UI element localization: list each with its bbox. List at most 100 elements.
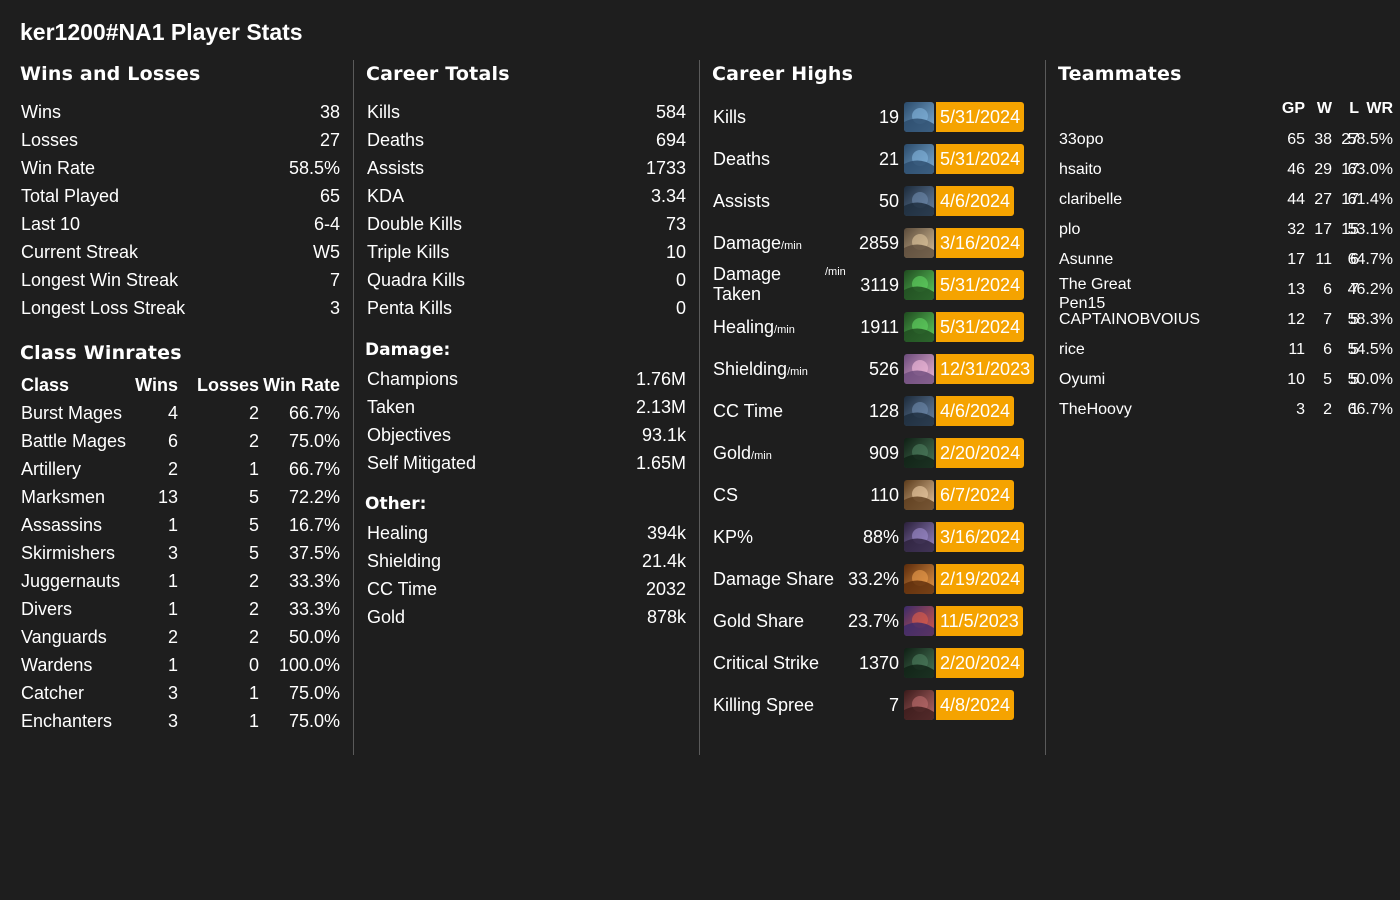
stat-value: 878k — [646, 607, 686, 627]
champion-portrait-green-dark-icon — [904, 648, 934, 678]
career-highs-heading: Career Highs — [712, 63, 854, 85]
teammate-wins: 6 — [1323, 341, 1332, 358]
class-name: Enchanters — [21, 711, 113, 731]
stat-value: 584 — [655, 102, 686, 122]
stat-label: Longest Win Streak — [21, 270, 179, 290]
stat-value: 58.5% — [288, 158, 340, 178]
career-high-label: KP% — [713, 524, 753, 550]
stat-row: CC Time 2032 — [366, 575, 686, 603]
career-high-row: CS 110 6/7/2024 — [712, 478, 1034, 512]
teammate-wins: 6 — [1323, 281, 1332, 298]
teammate-games-played: 13 — [1287, 281, 1305, 298]
career-high-label-text: Critical Strike — [713, 653, 820, 673]
class-losses: 2 — [248, 431, 259, 451]
stat-value: 21.4k — [641, 551, 686, 571]
champion-portrait-violet-icon — [904, 522, 934, 552]
stat-value: W5 — [313, 242, 340, 262]
teammate-losses: 6 — [1350, 251, 1359, 268]
teammate-wins: 38 — [1314, 131, 1332, 148]
stat-row: Champions 1.76M — [366, 365, 686, 393]
class-losses: 1 — [248, 711, 259, 731]
career-totals-column: Career Totals Kills 584 Deaths 694 Assists 17… — [354, 60, 700, 755]
career-high-row: Healing/min 1911 5/31/2024 — [712, 310, 1034, 344]
stat-row: Losses 27 — [20, 126, 340, 154]
career-high-label-text: Gold Share — [713, 611, 805, 631]
page-title: ker1200#NA1 Player Stats — [20, 19, 303, 45]
stat-row: Objectives 93.1k — [366, 421, 686, 449]
per-minute-suffix: /min — [825, 266, 846, 278]
stat-label: Triple Kills — [367, 242, 450, 262]
class-losses: 5 — [248, 487, 259, 507]
class-wins: 3 — [167, 683, 178, 703]
table-row: Catcher 3 1 75.0% — [20, 679, 340, 707]
stat-value: 3 — [329, 298, 340, 318]
class-win-rate: 37.5% — [288, 543, 340, 563]
teammate-row: TheHoovy 3 2 1 66.7% — [1058, 395, 1393, 425]
table-row: Divers 1 2 33.3% — [20, 595, 340, 623]
stat-value: 1.76M — [635, 369, 686, 389]
teammate-games-played: 12 — [1287, 311, 1305, 328]
class-win-rate: 75.0% — [288, 431, 340, 451]
table-row: Wardens 1 0 100.0% — [20, 651, 340, 679]
career-high-value: 88% — [862, 527, 899, 547]
career-high-row: Critical Strike 1370 2/20/2024 — [712, 646, 1034, 680]
class-losses: 2 — [248, 403, 259, 423]
teammate-games-played: 44 — [1287, 191, 1305, 208]
champion-portrait-pink-icon — [904, 354, 934, 384]
class-win-rate: 33.3% — [288, 599, 340, 619]
class-wins: 13 — [157, 487, 178, 507]
career-highs-column: Career Highs Kills 19 5/31/2024 Deaths 21 5/3… — [700, 60, 1046, 755]
stat-value: 394k — [646, 523, 686, 543]
stat-label: Kills — [367, 102, 401, 122]
career-high-label: CC Time — [713, 398, 783, 424]
career-high-value: 1370 — [858, 653, 899, 673]
career-high-date-badge: 2/20/2024 — [936, 648, 1025, 678]
teammate-losses: 27 — [1341, 131, 1359, 148]
career-high-label-text: Kills — [713, 107, 747, 127]
career-high-label: Shielding/min — [713, 356, 808, 385]
class-losses: 5 — [248, 515, 259, 535]
class-win-rate: 16.7% — [288, 515, 340, 535]
wins-losses-heading: Wins and Losses — [20, 63, 201, 85]
class-name: Vanguards — [21, 627, 107, 647]
stat-row: Assists 1733 — [366, 154, 686, 182]
champion-portrait-dark-icon — [904, 186, 934, 216]
career-high-date-badge: 5/31/2024 — [936, 270, 1025, 300]
stat-value: 10 — [665, 242, 686, 262]
career-high-row: Kills 19 5/31/2024 — [712, 100, 1034, 134]
champion-portrait-crimson-icon — [904, 690, 934, 720]
career-high-label-text: Deaths — [713, 149, 771, 169]
stat-label: KDA — [367, 186, 405, 206]
class-wins: 1 — [167, 571, 178, 591]
career-high-label-text: Gold — [713, 443, 752, 463]
teammate-win-rate: 50.0% — [1347, 371, 1393, 388]
class-wins: 1 — [167, 655, 178, 675]
w-column-header: W — [1316, 100, 1332, 117]
other-heading: Other: — [365, 494, 427, 514]
teammate-losses: 7 — [1350, 281, 1359, 298]
teammate-win-rate: 63.0% — [1347, 161, 1393, 178]
class-losses: 0 — [248, 655, 259, 675]
wr-column-header: WR — [1366, 100, 1393, 117]
champion-portrait-green-dark-icon — [904, 438, 934, 468]
career-high-label: CS — [713, 482, 738, 508]
teammate-row: The Great Pen15 13 6 7 46.2% — [1058, 275, 1393, 312]
career-high-label-text: Damage — [713, 233, 782, 253]
class-losses: 1 — [248, 459, 259, 479]
stat-label: CC Time — [367, 579, 438, 599]
stat-row: Gold 878k — [366, 603, 686, 631]
career-high-value: 2859 — [858, 233, 899, 253]
stat-row: Taken 2.13M — [366, 393, 686, 421]
career-high-row: Deaths 21 5/31/2024 — [712, 142, 1034, 176]
stat-label: Last 10 — [21, 214, 81, 234]
teammate-name: hsaito — [1059, 161, 1102, 178]
stat-value: 1733 — [645, 158, 686, 178]
champion-portrait-gold-icon — [904, 228, 934, 258]
teammate-win-rate: 58.3% — [1347, 311, 1393, 328]
career-high-label: Critical Strike — [713, 650, 819, 676]
career-high-value: 128 — [868, 401, 899, 421]
stat-value: 3.34 — [650, 186, 686, 206]
teammate-name: plo — [1059, 221, 1081, 238]
career-high-label-text: Damage Taken — [713, 264, 782, 304]
